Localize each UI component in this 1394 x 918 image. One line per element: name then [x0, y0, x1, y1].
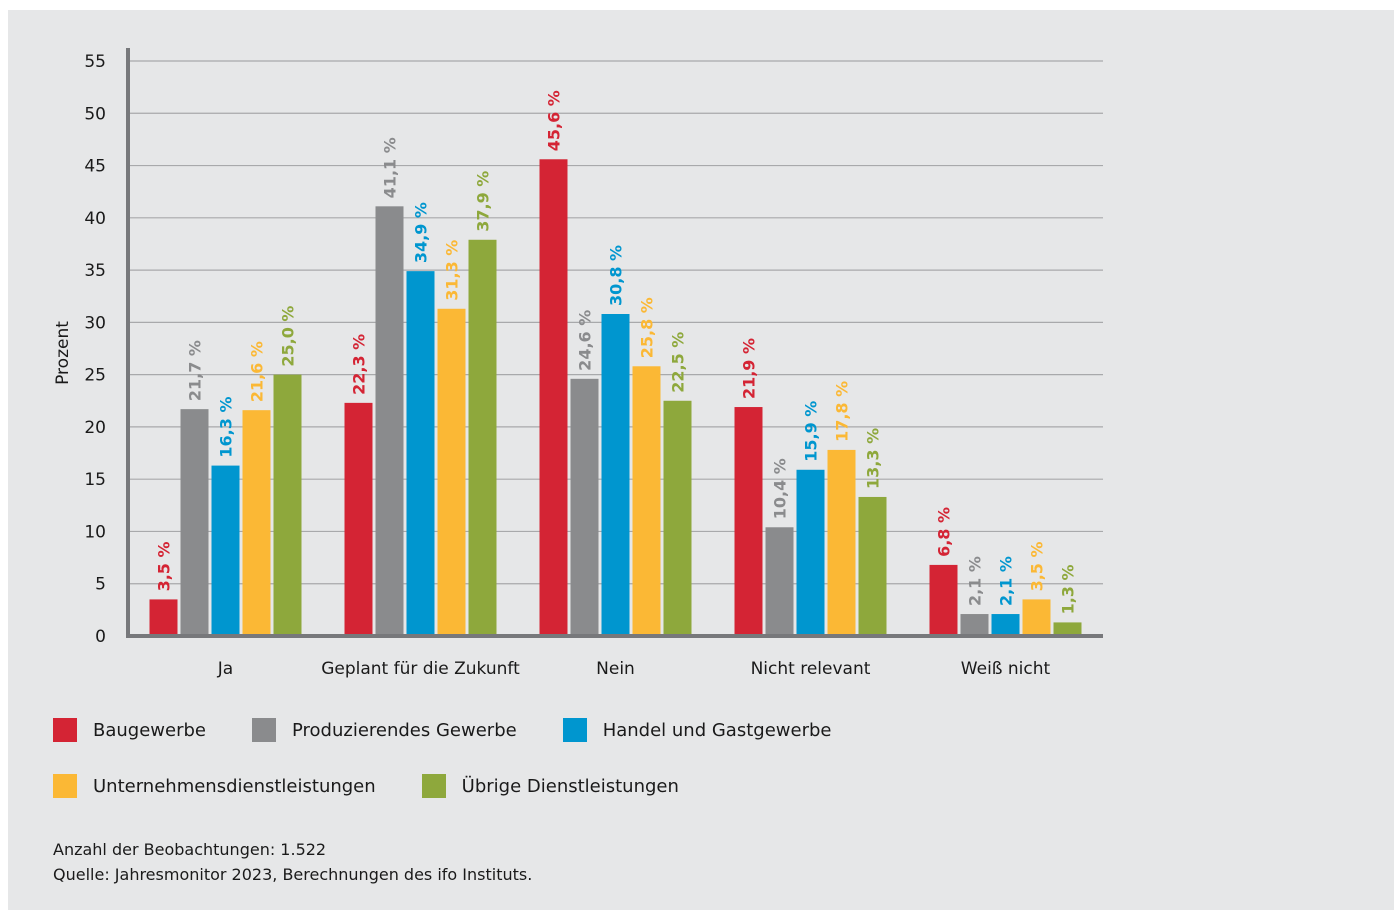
legend-item-unternehmensdienstleistungen: Unternehmensdienstleistungen	[53, 774, 376, 798]
legend-swatch	[53, 718, 77, 742]
data-label: 22,5 %	[669, 332, 688, 393]
bar	[1022, 599, 1051, 636]
bar	[663, 400, 692, 636]
bar	[180, 409, 209, 636]
data-label: 10,4 %	[771, 458, 790, 519]
y-axis-label: Prozent	[53, 321, 73, 385]
data-label: 25,8 %	[638, 297, 657, 358]
y-tick-label: 10	[84, 522, 106, 542]
bar	[468, 239, 497, 637]
y-tick-label: 15	[84, 470, 106, 490]
legend-label: Produzierendes Gewerbe	[291, 719, 517, 741]
chart-panel: 3,5 % 21,7 % 16,3 % 21,6 % 25,0 % 22,3 % 41,1 …	[8, 10, 1394, 910]
data-label: 30,8 %	[607, 245, 626, 306]
legend-row-2: Unternehmensdienstleistungen Übrige Dien…	[53, 774, 725, 798]
bar	[991, 614, 1020, 636]
legend-label: Unternehmensdienstleistungen	[93, 775, 376, 797]
y-tick-label: 25	[84, 366, 106, 386]
bar	[1053, 622, 1082, 636]
bar	[149, 599, 178, 636]
legend-row-1: Baugewerbe Produzierendes Gewerbe Handel…	[53, 718, 877, 742]
y-tick-label: 35	[84, 261, 106, 281]
data-label: 25,0 %	[279, 306, 298, 367]
data-label: 3,5 %	[155, 541, 174, 591]
bar	[765, 527, 794, 636]
bar	[273, 374, 302, 636]
bar	[858, 496, 887, 636]
bar	[211, 465, 240, 636]
data-label: 13,3 %	[864, 428, 883, 489]
bar	[601, 314, 630, 636]
data-label: 2,1 %	[966, 556, 985, 606]
bar	[796, 469, 825, 636]
bar	[827, 449, 856, 636]
y-tick-label: 40	[84, 209, 106, 229]
x-tick-label: Weiß nicht	[961, 659, 1051, 679]
data-label: 34,9 %	[412, 202, 431, 263]
y-tick-label: 45	[84, 157, 106, 177]
bar	[632, 366, 661, 636]
x-tick-label: Nicht relevant	[751, 659, 871, 679]
legend-swatch	[53, 774, 77, 798]
legend-item-baugewerbe: Baugewerbe	[53, 718, 206, 742]
data-label: 16,3 %	[217, 397, 236, 458]
legend-label: Baugewerbe	[93, 719, 206, 741]
data-label: 6,8 %	[935, 507, 954, 557]
data-label: 21,7 %	[186, 340, 205, 401]
legend-swatch	[421, 774, 446, 798]
data-label: 1,3 %	[1059, 564, 1078, 614]
bar	[929, 564, 958, 636]
data-label: 15,9 %	[802, 401, 821, 462]
data-label: 31,3 %	[443, 240, 462, 301]
data-label: 3,5 %	[1028, 541, 1047, 591]
legend-item-produzierendes-gewerbe: Produzierendes Gewerbe	[251, 718, 517, 742]
legend-label: Übrige Dienstleistungen	[461, 775, 679, 797]
bar	[344, 402, 373, 636]
bar	[242, 410, 271, 636]
data-label: 41,1 %	[381, 137, 400, 198]
bar-chart: 3,5 % 21,7 % 16,3 % 21,6 % 25,0 % 22,3 % 41,1 …	[53, 48, 1103, 679]
bar	[539, 159, 568, 637]
data-label: 37,9 %	[474, 171, 493, 232]
bar	[960, 614, 989, 636]
bar	[734, 407, 763, 636]
y-tick-label: 0	[95, 627, 106, 647]
x-tick-label: Ja	[217, 659, 233, 679]
data-label: 24,6 %	[576, 310, 595, 371]
source-note: Quelle: Jahresmonitor 2023, Berechnungen…	[53, 865, 533, 884]
bar	[406, 271, 435, 636]
legend-swatch	[562, 718, 587, 742]
observations-note: Anzahl der Beobachtungen: 1.522	[53, 840, 327, 859]
y-tick-label: 50	[84, 104, 106, 124]
bar	[375, 206, 404, 636]
y-tick-label: 20	[84, 418, 106, 438]
x-tick-label: Nein	[596, 659, 635, 679]
data-label: 21,9 %	[740, 338, 759, 399]
legend-item-handel-und-gastgewerbe: Handel und Gastgewerbe	[562, 718, 832, 742]
data-label: 21,6 %	[248, 341, 267, 402]
legend-label: Handel und Gastgewerbe	[602, 719, 832, 741]
data-label: 45,6 %	[545, 90, 564, 151]
legend-item-uebrige-dienstleistungen: Übrige Dienstleistungen	[421, 774, 679, 798]
bar	[437, 308, 466, 636]
data-label: 17,8 %	[833, 381, 852, 442]
legend-swatch	[251, 718, 276, 742]
x-tick-label: Geplant für die Zukunft	[321, 659, 520, 679]
y-tick-label: 30	[84, 313, 106, 333]
y-tick-label: 5	[95, 575, 106, 595]
data-label: 22,3 %	[350, 334, 369, 395]
bar	[570, 378, 599, 636]
y-tick-label: 55	[84, 52, 106, 72]
data-label: 2,1 %	[997, 556, 1016, 606]
